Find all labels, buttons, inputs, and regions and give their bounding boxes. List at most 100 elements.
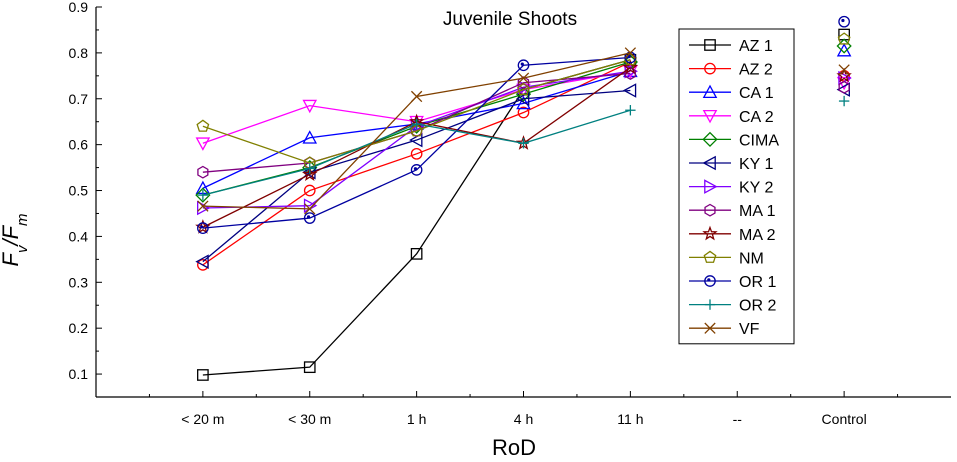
- legend-label: AZ 1: [739, 38, 773, 55]
- legend-item-ca-1: CA 1: [689, 84, 774, 102]
- chart-title: Juvenile Shoots: [443, 9, 577, 30]
- legend-item-ca-2: CA 2: [689, 109, 774, 126]
- series-layer: [195, 15, 852, 381]
- x-axis-label: RoD: [492, 435, 536, 460]
- y-tick-label: 0.9: [69, 0, 89, 15]
- legend-marker-shape: [704, 203, 716, 217]
- legend-marker: [702, 131, 718, 148]
- data-point-vf: [838, 64, 850, 76]
- legend-item-ky-1: KY 1: [689, 155, 774, 173]
- data-point-cima: [836, 38, 852, 54]
- data-point-az-1: [410, 247, 423, 260]
- legend: AZ 1 AZ 2 CA 1 CA 2 CIMA KY 1 KY 2 MA 1 MA 2 NM OR…: [678, 28, 795, 345]
- y-tick-label: 0.2: [69, 320, 89, 336]
- legend-marker: [704, 299, 716, 310]
- x-tick-label: < 20 m: [181, 411, 224, 427]
- data-point-az-1-shape: [410, 247, 423, 260]
- data-point-az-2-shape: [410, 147, 423, 160]
- data-point-or-1-shape: [303, 212, 316, 224]
- y-axis-label-sub-m: m: [14, 213, 31, 226]
- data-point-or-1-dot: [306, 215, 311, 219]
- data-point-or-1-shape: [197, 222, 209, 235]
- y-tick-label: 0.7: [69, 91, 89, 107]
- data-point-or-1-shape: [838, 15, 850, 28]
- data-point-ma-1-shape: [197, 165, 209, 179]
- legend-label: MA 2: [739, 227, 776, 244]
- data-point-or-2: [411, 118, 422, 130]
- y-tick-label: 0.4: [69, 228, 89, 244]
- data-point-ca-2: [195, 137, 211, 151]
- data-point-az-2: [303, 184, 316, 197]
- data-point-or-1-dot: [520, 62, 524, 66]
- data-point-nm-shape: [517, 82, 530, 96]
- series-line-nm: [202, 59, 631, 164]
- data-point-ma-2-shape: [622, 59, 639, 75]
- data-point-nm: [410, 124, 424, 137]
- data-point-or-1: [838, 15, 850, 28]
- x-tick-label: < 30 m: [288, 411, 331, 427]
- legend-item-or-2: OR 2: [689, 298, 776, 315]
- legend-marker: [704, 179, 718, 194]
- legend-marker-b: [704, 322, 716, 334]
- data-point-or-2: [197, 189, 209, 201]
- data-point-nm: [837, 32, 851, 45]
- legend-item-ky-2: KY 2: [689, 179, 774, 197]
- legend-item-az-2: AZ 2: [689, 62, 773, 79]
- data-point-az-1-shape: [303, 361, 316, 374]
- data-point-vf-b: [517, 72, 530, 84]
- legend-label: AZ 2: [739, 62, 773, 79]
- data-point-ca-1: [302, 130, 318, 144]
- legend-marker-shape: [703, 250, 717, 263]
- data-point-ky-1: [515, 91, 530, 107]
- data-point-ca-2-shape: [302, 99, 318, 114]
- y-tick-label: 0.6: [69, 137, 89, 153]
- axes: 0.1 0.2 0.3 0.4 0.5 0.6 0.7 0.8 0.9 < 20 m < 30 m 1…: [69, 0, 951, 427]
- data-point-az-1: [303, 361, 316, 374]
- data-point-ca-2: [302, 99, 318, 114]
- data-point-az-1: [197, 369, 209, 381]
- data-point-az-2-shape: [517, 106, 530, 119]
- legend-marker: [704, 62, 716, 75]
- legend-item-or-1: OR 1: [689, 274, 776, 291]
- legend-label: NM: [739, 250, 764, 267]
- legend-marker: [703, 250, 717, 263]
- legend-marker-shape: [702, 109, 718, 124]
- legend-marker-shape: [702, 155, 716, 171]
- data-point-vf-b: [304, 203, 316, 215]
- data-point-ky-1: [195, 254, 209, 269]
- x-tick-label: 11 h: [617, 411, 643, 427]
- series-or-2: [197, 95, 850, 201]
- y-axis-label-main: F: [0, 252, 23, 267]
- data-point-cima-shape: [195, 187, 211, 203]
- data-point-ma-1: [517, 76, 530, 90]
- data-point-vf-b: [838, 64, 850, 76]
- data-point-ma-1-shape: [838, 80, 850, 94]
- data-point-or-1: [517, 59, 530, 72]
- data-point-vf-b: [197, 200, 209, 212]
- legend-label: CA 2: [739, 109, 774, 126]
- data-point-vf-b: [624, 47, 637, 59]
- data-point-ca-1: [516, 95, 531, 110]
- data-point-ma-1-shape: [517, 76, 530, 90]
- data-point-ca-1-shape: [516, 95, 531, 110]
- data-point-or-1: [197, 222, 209, 235]
- data-point-az-2-shape: [303, 184, 316, 197]
- y-tick-label: 0.5: [69, 183, 89, 199]
- data-point-nm-shape: [837, 32, 851, 45]
- x-tick-label: Control: [822, 411, 867, 427]
- legend-item-nm: NM: [689, 250, 764, 267]
- legend-marker-shape: [704, 179, 718, 194]
- data-point-ma-2: [622, 59, 639, 75]
- data-point-or-1-dot: [841, 18, 845, 23]
- data-point-ky-1: [622, 83, 637, 98]
- data-point-nm-shape: [196, 119, 210, 132]
- legend-label: MA 1: [739, 203, 776, 220]
- legend-marker-shape: [702, 84, 718, 99]
- y-axis-label-sep: /F: [0, 224, 23, 247]
- data-point-or-1-shape: [410, 164, 423, 176]
- data-point-or-2: [304, 163, 315, 174]
- legend-item-vf: VF: [689, 321, 760, 338]
- data-point-nm-shape: [410, 124, 424, 137]
- legend-label: CA 1: [739, 85, 774, 102]
